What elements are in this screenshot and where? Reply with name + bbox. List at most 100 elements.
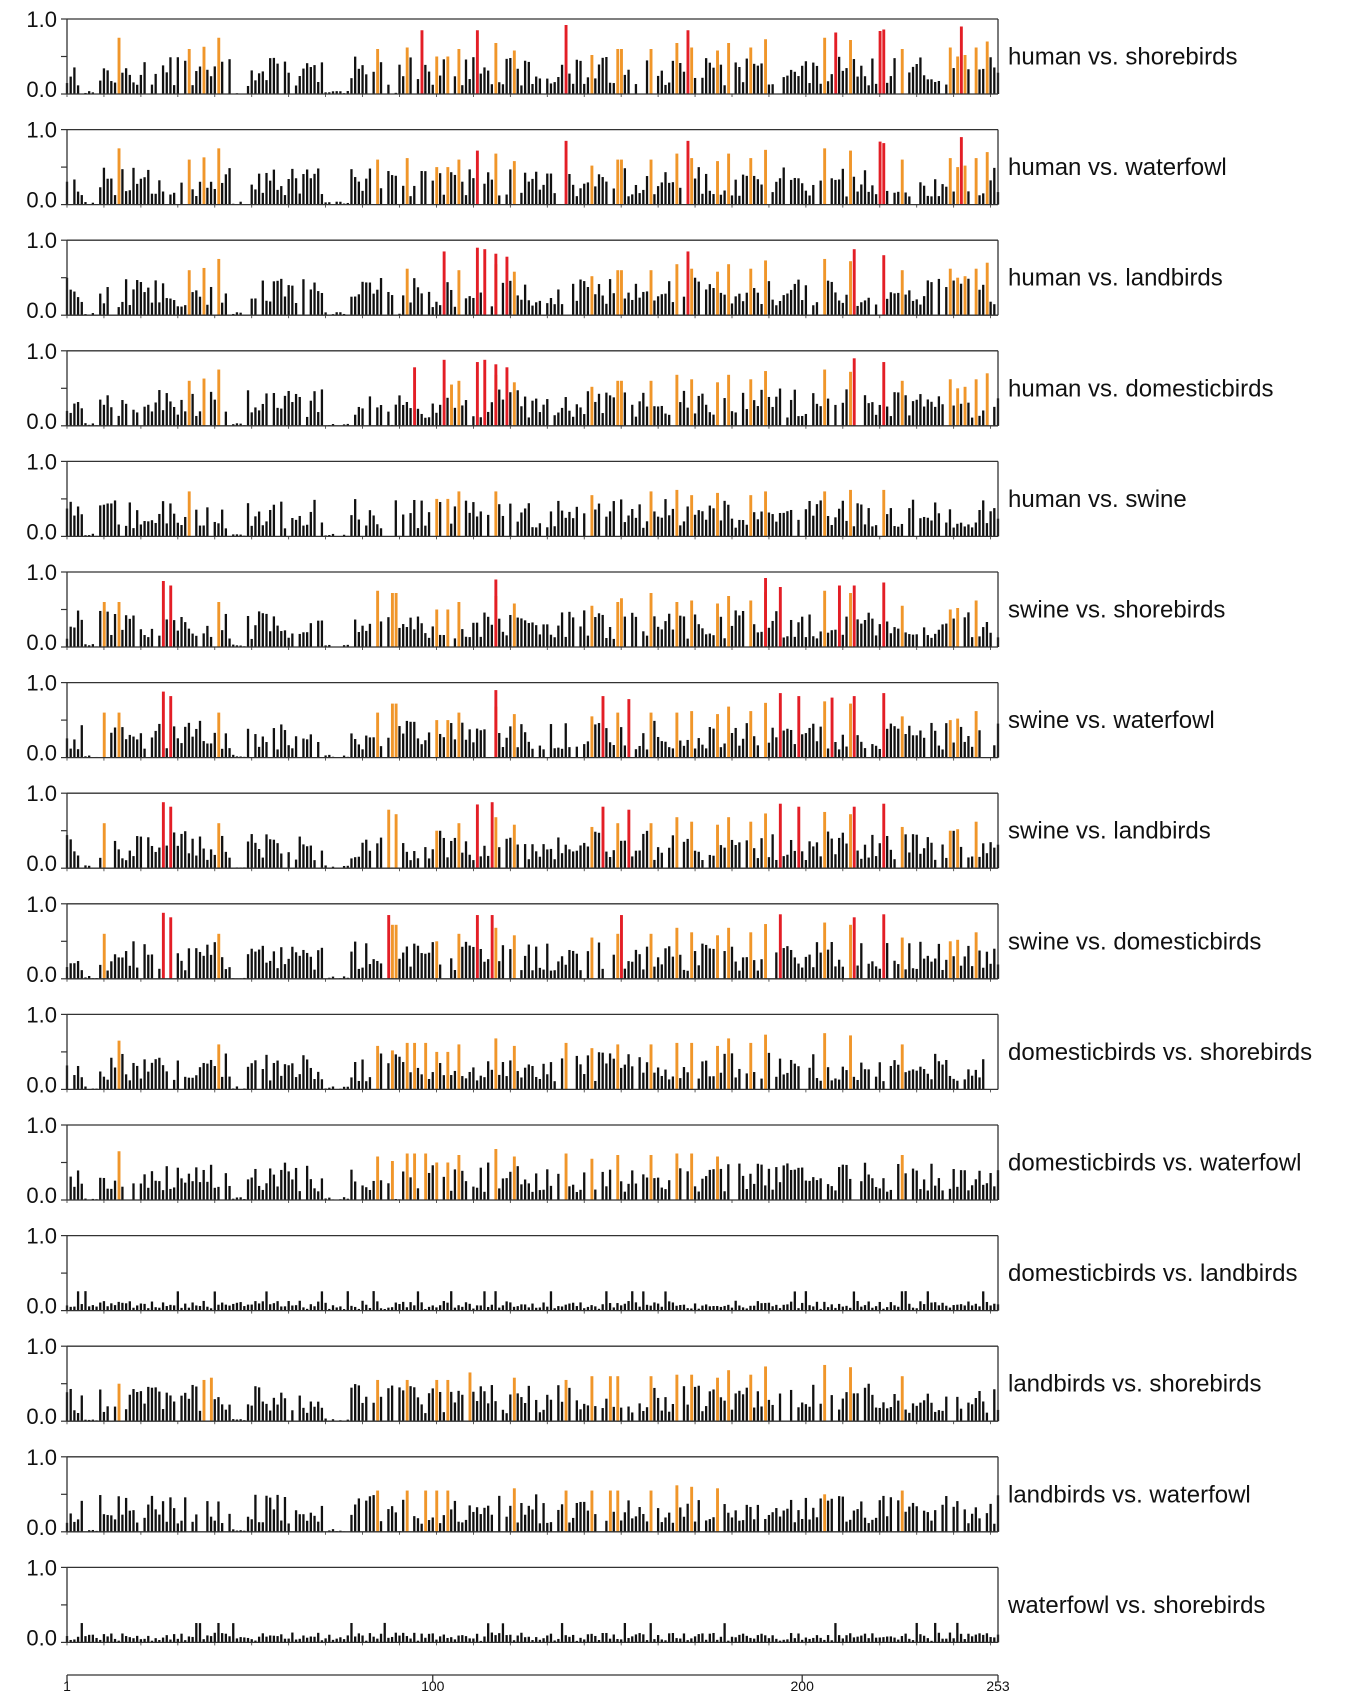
- bar: [317, 1071, 320, 1090]
- bar: [461, 85, 464, 94]
- bar: [922, 516, 926, 537]
- bar: [845, 616, 848, 647]
- bar: [730, 1636, 734, 1643]
- bar: [76, 749, 80, 758]
- bar: [712, 1632, 715, 1643]
- bar: [124, 403, 128, 426]
- bar: [546, 303, 549, 316]
- bar: [911, 401, 915, 426]
- bar: [73, 403, 76, 426]
- bar: [291, 402, 294, 426]
- bar: [505, 838, 508, 869]
- bar: [679, 1638, 682, 1643]
- bar: [147, 287, 150, 316]
- bar: [697, 510, 700, 537]
- bar: [235, 1197, 239, 1200]
- bar: [498, 82, 501, 94]
- bar: [424, 740, 427, 758]
- bar: [328, 1308, 331, 1311]
- bar: [494, 1635, 497, 1643]
- bar: [738, 1520, 741, 1532]
- bar: [453, 1169, 457, 1200]
- bar: [789, 729, 793, 758]
- bar: [106, 287, 109, 316]
- bar: [612, 188, 615, 205]
- bar: [579, 626, 582, 647]
- bar: [553, 1081, 556, 1090]
- bar: [886, 1191, 889, 1200]
- bar: [738, 970, 741, 979]
- bar: [941, 1064, 944, 1090]
- bar: [579, 188, 582, 205]
- bar: [246, 390, 250, 426]
- bar: [874, 1407, 878, 1422]
- bar: [287, 179, 290, 205]
- orange-bar: [217, 148, 221, 205]
- bar: [919, 182, 922, 205]
- bar: [195, 1305, 198, 1311]
- bar: [479, 1386, 482, 1422]
- bar: [335, 201, 338, 205]
- bar: [546, 78, 549, 94]
- bar: [309, 734, 312, 758]
- bar: [184, 622, 187, 647]
- bar: [571, 950, 575, 979]
- bar: [69, 1388, 72, 1422]
- bar: [893, 1305, 896, 1311]
- bar: [165, 845, 168, 869]
- bar: [450, 289, 453, 316]
- orange-bar: [564, 1153, 568, 1200]
- red-bar: [778, 587, 782, 647]
- bar: [198, 720, 202, 758]
- orange-bar: [764, 491, 767, 537]
- bar: [246, 85, 250, 94]
- orange-bar: [690, 158, 694, 205]
- bar: [978, 856, 981, 869]
- bar: [771, 1404, 774, 1422]
- bar: [180, 1307, 183, 1311]
- bar: [272, 728, 276, 758]
- bar: [180, 306, 183, 316]
- bar: [527, 181, 530, 205]
- bar: [376, 289, 379, 316]
- bar: [520, 1304, 523, 1311]
- bar: [309, 1179, 312, 1200]
- bar: [472, 946, 475, 979]
- bar: [416, 1067, 420, 1090]
- bar: [124, 525, 128, 537]
- bar: [84, 977, 87, 979]
- bar: [538, 1639, 542, 1643]
- bar: [542, 749, 545, 758]
- bar: [812, 846, 815, 869]
- bar: [232, 534, 235, 537]
- bar: [897, 526, 900, 537]
- bar: [771, 727, 774, 758]
- bar: [597, 174, 601, 205]
- bar: [221, 1302, 224, 1311]
- bar: [387, 617, 390, 647]
- bar: [150, 520, 154, 537]
- orange-bar: [446, 1490, 450, 1532]
- bar: [970, 1404, 974, 1422]
- bar: [937, 1410, 941, 1422]
- bar: [516, 521, 519, 537]
- red-bar: [490, 915, 494, 979]
- bar: [945, 522, 948, 537]
- bar: [749, 1637, 752, 1643]
- bar: [693, 277, 697, 316]
- bar: [982, 1401, 985, 1422]
- bar: [213, 732, 216, 758]
- bar: [99, 399, 102, 426]
- bar: [424, 1637, 427, 1643]
- orange-bar: [716, 824, 719, 869]
- bar: [479, 292, 482, 316]
- x-tick-label: 253: [986, 1678, 1010, 1691]
- bar: [176, 414, 179, 426]
- orange-bar: [675, 264, 679, 316]
- bar: [272, 504, 276, 537]
- bar: [365, 943, 368, 979]
- bar: [645, 1640, 649, 1643]
- bar: [291, 633, 294, 647]
- bar: [147, 954, 150, 979]
- bar: [686, 638, 689, 647]
